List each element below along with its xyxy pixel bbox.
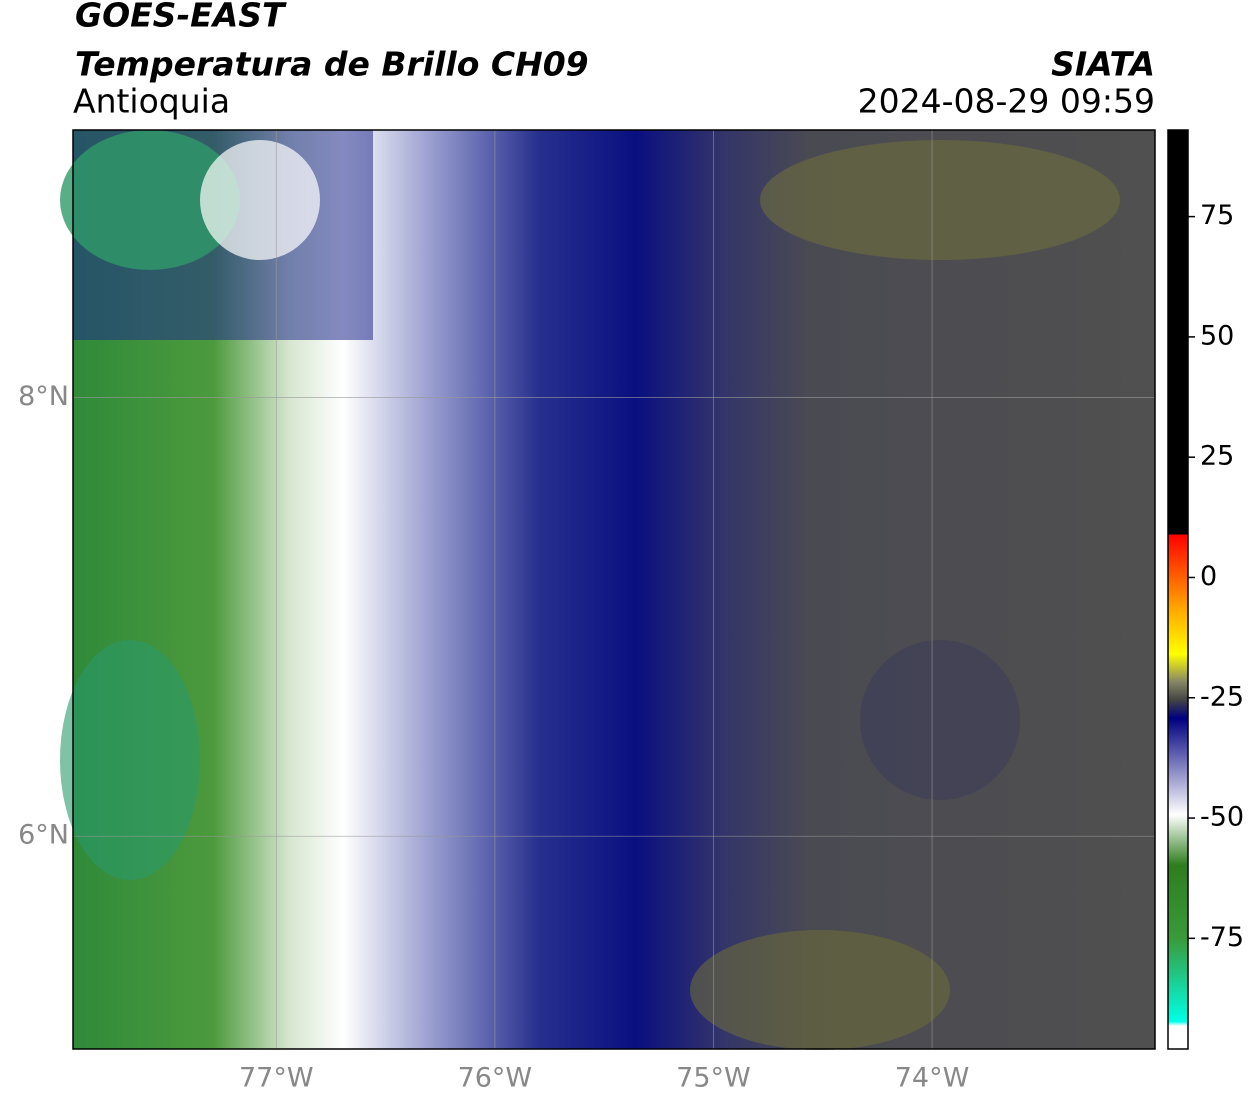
x-tick-label: 76°W bbox=[458, 1063, 533, 1094]
source: SIATA bbox=[1051, 45, 1155, 84]
colorbar-tick-label: 75 bbox=[1200, 200, 1234, 231]
colorbar-tick-label: -50 bbox=[1200, 802, 1244, 833]
colorbar-tick-label: -25 bbox=[1200, 681, 1244, 712]
x-tick-label: 77°W bbox=[239, 1063, 314, 1094]
x-tick-label: 75°W bbox=[676, 1063, 751, 1094]
map-frame bbox=[72, 129, 1156, 1050]
colorbar-tick-label: -75 bbox=[1200, 922, 1244, 953]
y-tick-label: 6°N bbox=[18, 820, 69, 851]
colorbar bbox=[1167, 129, 1189, 1050]
x-tick-label: 74°W bbox=[895, 1063, 970, 1094]
datetime: 2024-08-29 09:59 bbox=[858, 82, 1155, 121]
map-imagery bbox=[60, 130, 1155, 1050]
region: Antioquia bbox=[73, 82, 230, 121]
subtitle: Temperatura de Brillo CH09 bbox=[75, 45, 589, 84]
colorbar-tick-label: 0 bbox=[1200, 561, 1217, 592]
colorbar-tick-label: 50 bbox=[1200, 320, 1234, 351]
colorbar-tick-label: 25 bbox=[1200, 441, 1234, 472]
y-tick-label: 8°N bbox=[18, 381, 69, 412]
title: GOES-EAST bbox=[75, 0, 287, 35]
